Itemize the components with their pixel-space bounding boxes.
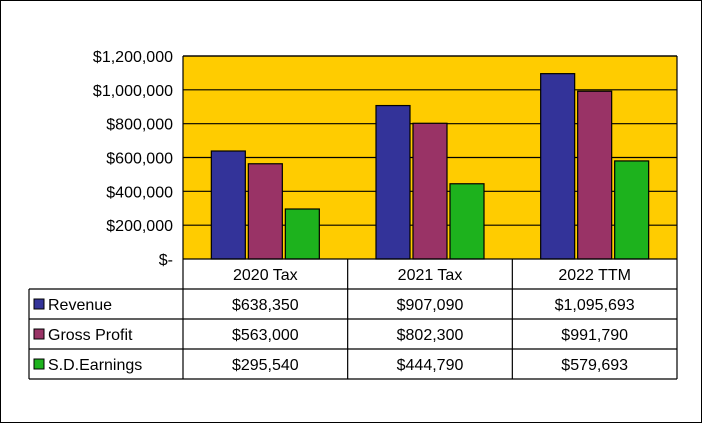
legend-key-gross-profit [33,328,45,340]
data-table-value: $563,000 [232,327,299,344]
category-label: 2022 TTM [558,267,631,284]
bar-revenue [375,104,411,260]
legend-label: S.D.Earnings [48,357,142,374]
legend-label: Revenue [48,297,112,314]
data-table-value: $907,090 [397,297,464,314]
data-table-value: $579,693 [561,357,628,374]
data-table-value: $802,300 [397,327,464,344]
bar-s-d-earnings [614,160,650,260]
category-label: 2020 Tax [233,267,298,284]
data-table-value: $295,540 [232,357,299,374]
data-table-value: $638,350 [232,297,299,314]
bar-s-d-earnings [284,208,320,260]
data-table-value: $444,790 [397,357,464,374]
bar-s-d-earnings [449,183,485,260]
bar-revenue [210,150,246,260]
legend-key-s-d-earnings [33,358,45,370]
data-table-value: $991,790 [561,327,628,344]
legend-key-revenue [33,298,45,310]
y-tick-label: $- [159,252,173,269]
y-tick-label: $800,000 [106,117,173,134]
y-tick-label: $1,200,000 [93,49,173,66]
category-label: 2021 Tax [398,267,463,284]
data-table-value: $1,095,693 [555,297,635,314]
bar-revenue [540,73,576,260]
y-tick-label: $200,000 [106,218,173,235]
y-tick-label: $600,000 [106,151,173,168]
bar-gross-profit [577,90,613,260]
y-tick-label: $400,000 [106,184,173,201]
y-tick-label: $1,000,000 [93,83,173,100]
legend-label: Gross Profit [48,327,133,344]
bar-gross-profit [412,122,448,260]
bar-gross-profit [247,163,283,260]
